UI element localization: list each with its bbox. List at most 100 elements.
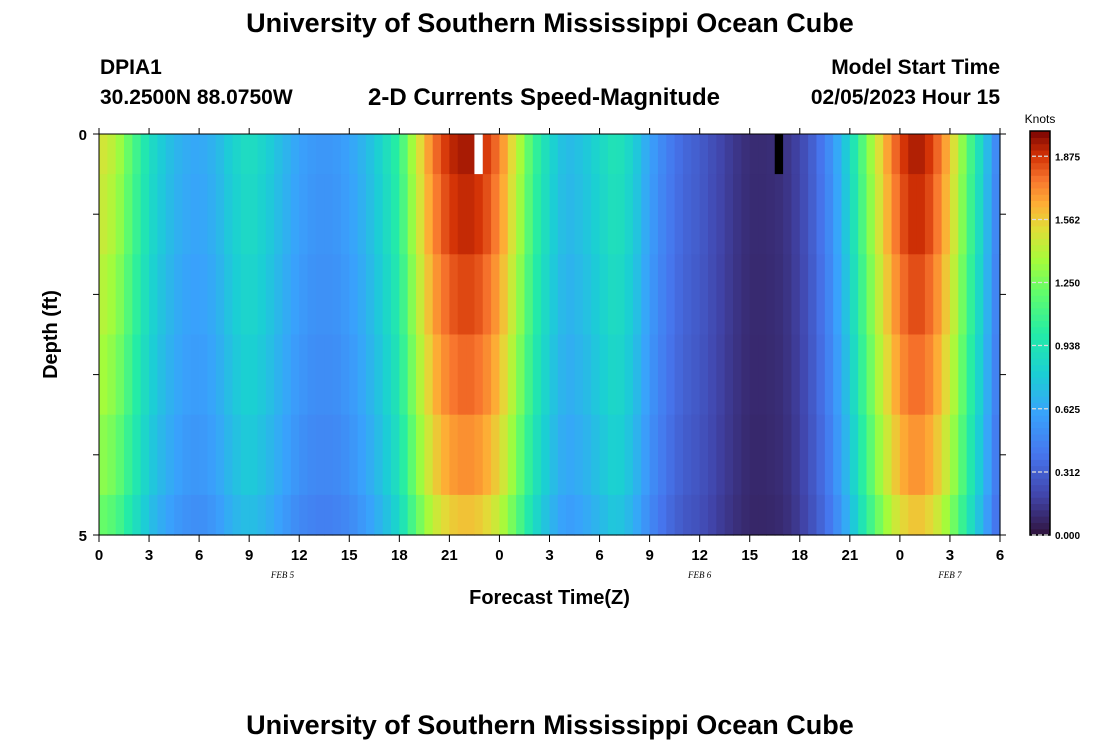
- heat-cell: [908, 414, 918, 496]
- heat-cell: [491, 494, 501, 536]
- heat-cell: [624, 254, 634, 336]
- heat-cell: [457, 254, 467, 336]
- heat-cell: [165, 254, 175, 336]
- heat-cell: [816, 174, 826, 255]
- colorbar-tick-label: 1.250: [1055, 279, 1080, 290]
- heat-cell: [749, 414, 759, 496]
- heat-cell: [532, 254, 542, 336]
- colorbar-segment: [1030, 219, 1050, 227]
- heatmap-cells: [99, 134, 1001, 536]
- heat-cell: [265, 414, 275, 496]
- heat-cell: [390, 414, 400, 496]
- heat-cell: [324, 334, 334, 416]
- heat-cell: [374, 254, 384, 336]
- heat-cell: [532, 494, 542, 536]
- heat-cell: [124, 334, 133, 416]
- missing-cell: [474, 134, 483, 175]
- heat-cell: [99, 494, 108, 536]
- heat-cell: [140, 494, 150, 536]
- heat-cell: [624, 494, 634, 536]
- heat-cell: [199, 494, 209, 536]
- heat-cell: [799, 134, 809, 175]
- heat-cell: [716, 174, 726, 255]
- heat-cell: [457, 334, 467, 416]
- heat-cell: [858, 414, 868, 496]
- heat-cell: [849, 174, 859, 255]
- heat-cell: [682, 494, 692, 536]
- heat-cell: [899, 414, 909, 496]
- heat-cell: [249, 134, 259, 175]
- heat-cell: [449, 174, 459, 255]
- colorbar-segment: [1030, 232, 1050, 239]
- colorbar-segment: [1030, 295, 1050, 303]
- heat-cell: [716, 134, 726, 175]
- heat-cell: [432, 174, 442, 255]
- heat-cell: [883, 174, 893, 255]
- heat-cell: [307, 334, 317, 416]
- heat-cell: [407, 414, 417, 496]
- colorbar-segment: [1030, 257, 1050, 265]
- heat-cell: [741, 254, 751, 336]
- heat-cell: [749, 174, 759, 255]
- heat-cell: [749, 254, 759, 336]
- heat-cell: [349, 174, 359, 255]
- heat-cell: [974, 494, 984, 536]
- heat-cell: [290, 254, 300, 336]
- heat-cell: [357, 494, 367, 536]
- heat-cell: [482, 174, 492, 255]
- heat-cell: [641, 174, 651, 255]
- heat-cell: [582, 134, 592, 175]
- heat-cell: [816, 254, 826, 336]
- heat-cell: [407, 494, 417, 536]
- heat-cell: [974, 334, 984, 416]
- heat-cell: [265, 494, 275, 536]
- heat-cell: [791, 494, 801, 536]
- heat-cell: [199, 414, 209, 496]
- heat-cell: [983, 414, 993, 496]
- heat-cell: [340, 134, 350, 175]
- colorbar-segment: [1030, 244, 1050, 252]
- heat-cell: [883, 134, 893, 175]
- heat-cell: [657, 254, 667, 336]
- colorbar-segment: [1030, 345, 1050, 353]
- station-coordinates: 30.2500N 88.0750W: [100, 86, 293, 109]
- heat-cell: [499, 174, 509, 255]
- heat-cell: [449, 254, 459, 336]
- heat-cell: [416, 334, 425, 416]
- heat-cell: [315, 494, 325, 536]
- heat-cell: [132, 414, 142, 496]
- heat-cell: [224, 334, 234, 416]
- heat-cell: [716, 414, 726, 496]
- heat-cell: [541, 414, 551, 496]
- heat-cell: [591, 414, 601, 496]
- heat-cell: [607, 134, 617, 175]
- heat-cell: [432, 254, 442, 336]
- heat-cell: [883, 494, 893, 536]
- heat-cell: [666, 414, 676, 496]
- heat-cell: [124, 134, 133, 175]
- heat-cell: [883, 254, 893, 336]
- heat-cell: [441, 334, 450, 416]
- colorbar-tick-label: 0.938: [1055, 342, 1080, 353]
- heat-cell: [908, 254, 918, 336]
- heat-cell: [374, 494, 384, 536]
- heat-cell: [532, 414, 542, 496]
- heat-cell: [324, 414, 334, 496]
- heat-cell: [582, 414, 592, 496]
- heat-cell: [532, 174, 542, 255]
- heat-cell: [466, 174, 476, 255]
- heat-cell: [616, 334, 626, 416]
- heat-cell: [666, 174, 676, 255]
- heat-cell: [491, 334, 501, 416]
- heat-cell: [874, 134, 884, 175]
- heat-cell: [958, 414, 968, 496]
- colorbar-segment: [1030, 497, 1050, 505]
- heat-cell: [140, 334, 150, 416]
- heat-cell: [816, 334, 826, 416]
- colorbar-label: Knots: [1025, 112, 1056, 126]
- heat-cell: [607, 174, 617, 255]
- heat-cell: [824, 254, 834, 336]
- heat-cell: [733, 254, 742, 336]
- heat-cell: [758, 254, 768, 336]
- x-tick-label: 18: [391, 547, 408, 564]
